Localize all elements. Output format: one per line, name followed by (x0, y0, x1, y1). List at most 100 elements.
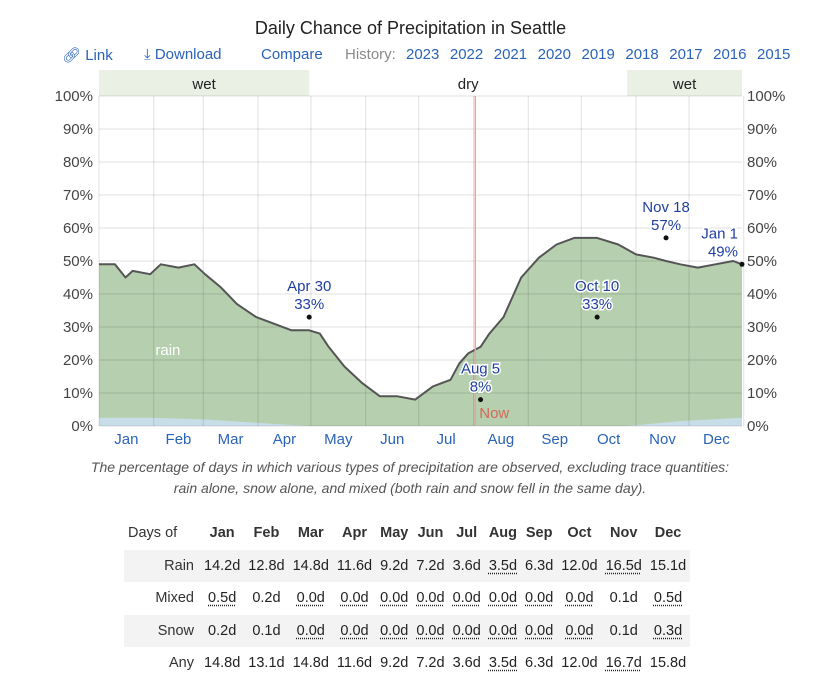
table-cell-value: 0.0d (296, 590, 325, 607)
table-header-may: May (380, 525, 409, 542)
table-header-jun: Jun (417, 525, 444, 542)
table-cell: 3.6d (448, 549, 485, 582)
annotation-value-3: 57% (651, 217, 681, 234)
season-label-0: wet (191, 76, 216, 93)
table-cell-value: 0.0d (340, 590, 369, 607)
season-band-2 (627, 70, 742, 96)
table-cell: 14.8d (288, 549, 333, 582)
x-tick-nov: Nov (649, 431, 676, 448)
table-row-snow: Snow 0.2d 0.1d 0.0d 0.0d 0.0d 0.0d 0.0d 0.0d 0.0d… (124, 614, 691, 647)
y-tick-left-4: 40% (63, 286, 93, 303)
table-cell-value: 0.2d (208, 622, 237, 639)
x-tick-oct: Oct (597, 431, 621, 448)
y-tick-left-6: 60% (63, 220, 93, 237)
table-cell: 15.1d (645, 549, 691, 582)
table-cell-value: 6.3d (525, 655, 554, 672)
table-header-dec: Dec (654, 525, 682, 542)
table-cell-value: 0.2d (252, 590, 281, 607)
table-cell: 0.0d (448, 614, 485, 647)
table-cell-value: 12.8d (248, 557, 285, 574)
history-year-2017[interactable]: 2017 (669, 46, 703, 63)
precipitation-chart: wet dry wet 0% 0% 10% 10% 20% 20% 30% 30% 40% 40% 50%… (55, 70, 785, 448)
table-cell: 0.0d (557, 582, 601, 615)
table-cell-value: 0.0d (488, 590, 518, 607)
history-year-2016[interactable]: 2016 (713, 46, 747, 63)
y-tick-left-8: 80% (63, 154, 93, 171)
table-cell-value: 0.0d (452, 622, 481, 639)
table-cell: 0.0d (557, 614, 602, 647)
table-header-sep: Sep (525, 525, 553, 542)
link-icon: 🔗︎ (62, 47, 82, 64)
table-cell: 3.5d (484, 549, 522, 582)
history-year-2022[interactable]: 2022 (449, 46, 484, 63)
table-header-apr: Apr (342, 525, 367, 542)
table-cell-value: 7.2d (416, 655, 445, 672)
history-year-2019[interactable]: 2019 (581, 46, 615, 63)
table-cell: 0.0d (412, 614, 449, 647)
table-row-mixed: Mixed 0.5d 0.2d 0.0d 0.0d 0.0d 0.0d 0.0d 0.0d 0.0… (124, 582, 690, 615)
table-cell-value: 0.1d (609, 622, 638, 639)
annotation-point-2 (594, 314, 600, 320)
y-tick-left-9: 90% (63, 121, 93, 138)
table-cell: 15.8d (646, 647, 690, 680)
table-cell-value: 9.2d (380, 557, 409, 574)
table-cell: 0.0d (333, 582, 376, 615)
link-button[interactable]: 🔗︎ Link (62, 47, 113, 64)
table-cell: 0.1d (244, 614, 289, 647)
table-row-label: Any (169, 655, 194, 672)
table-row-label: Snow (124, 614, 200, 647)
table-cell-value: 0.5d (208, 590, 237, 607)
x-tick-dec: Dec (703, 431, 730, 448)
table-cell: 11.6d (333, 647, 376, 680)
table-cell: 14.8d (200, 647, 244, 680)
table-cell-value: 14.8d (292, 655, 329, 672)
table-header-oct: Oct (567, 525, 592, 542)
table-cell: 14.2d (200, 549, 245, 582)
table-header-jan: Jan (209, 525, 235, 542)
table-cell: 0.5d (646, 582, 690, 615)
table-cell-value: 15.8d (649, 655, 687, 672)
y-tick-right-10: 100% (747, 88, 785, 105)
table-header-nov: Nov (610, 525, 638, 542)
download-button[interactable]: ⤓ Download (144, 46, 222, 63)
x-tick-jul: Jul (437, 431, 456, 448)
table-cell: 0.0d (449, 582, 485, 615)
annotation-value-4: 49% (708, 243, 738, 260)
y-tick-right-9: 90% (747, 121, 777, 138)
table-header-row: Days of Jan Feb Mar Apr May Jun Jul Aug Sep Oct No… (124, 517, 690, 550)
history-year-2018[interactable]: 2018 (625, 46, 659, 63)
x-tick-may: May (324, 431, 353, 448)
table-cell-value: 0.1d (609, 590, 638, 607)
compare-button[interactable]: Compare (261, 46, 323, 63)
history-year-2015[interactable]: 2015 (757, 46, 791, 63)
annotation-point-3 (663, 235, 669, 241)
annotation-date-2: Oct 10 (575, 278, 619, 295)
history-year-2023[interactable]: 2023 (406, 46, 440, 63)
rain-area-label: rain (155, 342, 180, 359)
table-cell: 9.2d (376, 549, 413, 582)
y-tick-right-5: 50% (747, 253, 777, 270)
x-tick-feb: Feb (166, 431, 192, 448)
table-cell-value: 0.0d (452, 590, 481, 607)
table-header-first: Days of (128, 525, 178, 542)
table-cell-value: 0.0d (416, 622, 445, 639)
history-year-2020[interactable]: 2020 (537, 46, 571, 63)
table-cell: 9.2d (376, 647, 412, 680)
y-tick-right-6: 60% (747, 220, 777, 237)
table-header-mar: Mar (297, 525, 324, 542)
table-cell-value: 0.0d (380, 590, 409, 607)
annotation-date-1: Aug 5 (461, 361, 500, 378)
history-years: 2023 2022 2021 2020 2019 2018 2017 2016 2015 (406, 46, 801, 63)
x-tick-jun: Jun (380, 431, 404, 448)
table-cell-value: 14.2d (204, 557, 241, 574)
y-tick-right-7: 70% (747, 187, 777, 204)
download-icon: ⤓ (144, 46, 151, 63)
table-cell: 0.0d (376, 582, 412, 615)
table-cell-value: 3.5d (488, 557, 518, 574)
table-cell: 0.0d (412, 582, 448, 615)
y-tick-left-10: 100% (55, 88, 93, 105)
history-year-2021[interactable]: 2021 (493, 46, 528, 63)
table-cell: 0.3d (645, 614, 691, 647)
table-cell-value: 14.8d (204, 655, 241, 672)
annotation-value-0: 33% (294, 296, 324, 313)
